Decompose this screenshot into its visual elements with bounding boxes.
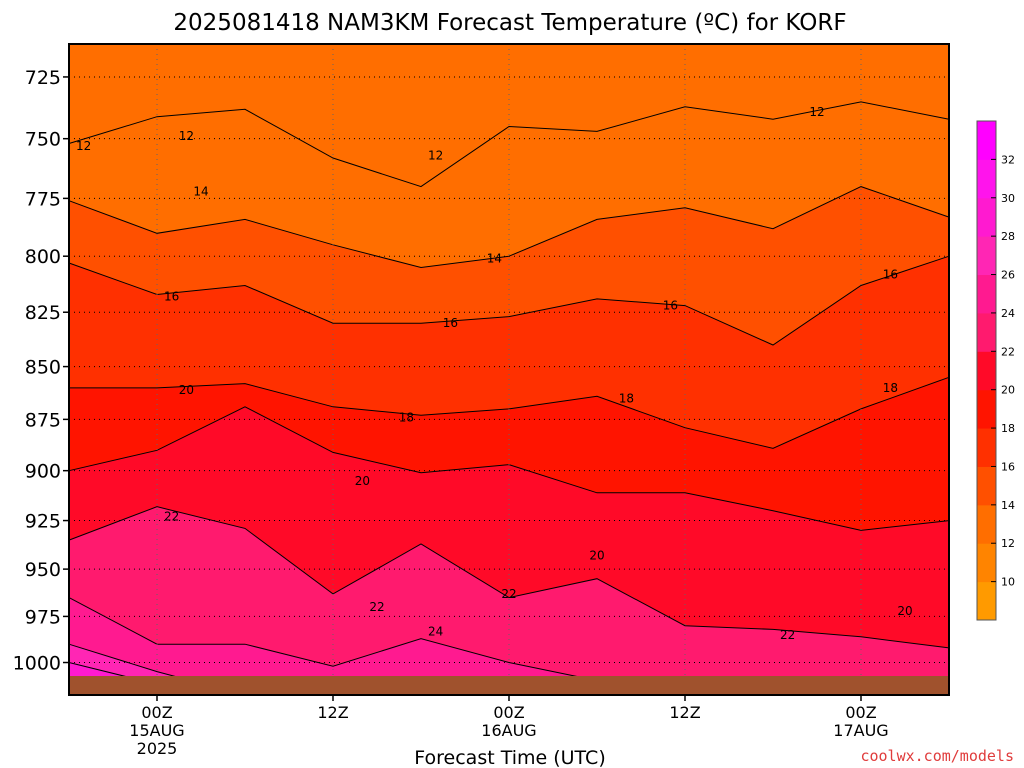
- colorbar-segment: [977, 312, 996, 352]
- plot-area: 12 12 12 12 14 14 16 16 16 16 18 18 18 20 20 20 20 22 22 22…: [13, 43, 950, 758]
- contour-label: 16: [164, 290, 179, 304]
- y-tick-label: 950: [25, 559, 61, 581]
- contour-label: 18: [883, 381, 898, 395]
- y-tick-label: 875: [25, 409, 61, 431]
- y-tick-label: 900: [25, 461, 61, 483]
- contour-label: 22: [369, 600, 384, 614]
- band-22-plus: [69, 506, 949, 695]
- isotherm-18: [69, 376, 950, 449]
- y-tick-label: 725: [25, 67, 61, 89]
- contour-label: 12: [179, 129, 194, 143]
- contour-label: 14: [487, 251, 502, 265]
- colorbar-tick-label: 22: [1001, 345, 1015, 358]
- contour-label: 12: [809, 105, 824, 119]
- colorbar-tick-label: 32: [1001, 153, 1015, 166]
- colorbar-tick-label: 30: [1001, 192, 1015, 205]
- colorbar-tick-label: 26: [1001, 269, 1015, 282]
- contour-label: 14: [193, 184, 208, 198]
- x-tick-label: 00Z: [845, 703, 876, 722]
- x-tick-label: 12Z: [317, 703, 348, 722]
- chart-title: 2025081418 NAM3KM Forecast Temperature (…: [173, 10, 846, 36]
- colorbar-segment: [977, 581, 996, 621]
- contour-label: 22: [780, 628, 795, 642]
- contour-label: 16: [883, 267, 898, 281]
- colorbar-tick-label: 20: [1001, 384, 1015, 397]
- colorbar-frame: [976, 120, 997, 621]
- colorbar-tick-label: 10: [1001, 576, 1015, 589]
- contour-label: 20: [589, 549, 604, 563]
- colorbar-tick-label: 16: [1001, 460, 1015, 473]
- x-tick-label: 2025: [137, 739, 178, 758]
- colorbar-segment: [977, 428, 996, 467]
- contour-label: 16: [443, 316, 458, 330]
- colorbar: 10 12 14 16 18 20 22 24 26 28 30 32: [976, 120, 1015, 621]
- colorbar-segment: [977, 543, 996, 583]
- x-tick-label: 15AUG: [129, 721, 184, 740]
- contour-label: 22: [501, 587, 516, 601]
- colorbar-tick-label: 18: [1001, 422, 1015, 435]
- colorbar-segment: [977, 236, 996, 276]
- colorbar-segment: [977, 159, 996, 199]
- isotherm-12: [68, 101, 950, 188]
- contour-label: 12: [76, 139, 91, 153]
- y-tick-label: 800: [25, 246, 61, 268]
- colorbar-segment: [977, 351, 996, 391]
- y-tick-label: 750: [25, 129, 61, 151]
- contour-label: 16: [663, 299, 678, 313]
- y-tick-label: 1000: [13, 653, 61, 675]
- contour-label: 18: [399, 410, 414, 424]
- colorbar-segment: [977, 274, 996, 314]
- colorbar-tick-label: 28: [1001, 230, 1015, 243]
- colorbar-segment: [977, 121, 996, 160]
- colorbar-segment: [977, 197, 996, 237]
- colorbar-segment: [977, 504, 996, 544]
- x-tick-label: 16AUG: [481, 721, 536, 740]
- y-tick-label: 925: [25, 511, 61, 533]
- x-tick-label: 12Z: [669, 703, 700, 722]
- x-tick-label: 17AUG: [833, 721, 888, 740]
- isotherm-16: [68, 255, 950, 346]
- colorbar-tick-label: 14: [1001, 499, 1015, 512]
- y-tick-label: 825: [25, 302, 61, 324]
- credit-link[interactable]: coolwx.com/models: [860, 747, 1014, 765]
- isotherm-22: [68, 506, 950, 649]
- colorbar-tick-label: 24: [1001, 307, 1015, 320]
- colorbar-tick-label: 12: [1001, 537, 1015, 550]
- contour-label: 20: [179, 383, 194, 397]
- contour-label: 12: [428, 149, 443, 163]
- y-tick-label: 975: [25, 606, 61, 628]
- x-axis-label: Forecast Time (UTC): [414, 747, 605, 768]
- x-tick-label: 00Z: [141, 703, 172, 722]
- band-24-plus: [69, 597, 949, 695]
- terrain-ground: [69, 676, 949, 695]
- contour-label: 24: [428, 624, 443, 638]
- colorbar-segment: [977, 466, 996, 506]
- y-tick-label: 850: [25, 357, 61, 379]
- contour-label: 20: [355, 474, 370, 488]
- contour-label: 20: [897, 604, 912, 618]
- colorbar-segment: [977, 389, 996, 429]
- y-tick-label: 775: [25, 188, 61, 210]
- contour-label: 18: [619, 391, 634, 405]
- contour-label: 22: [164, 510, 179, 524]
- x-tick-label: 00Z: [493, 703, 524, 722]
